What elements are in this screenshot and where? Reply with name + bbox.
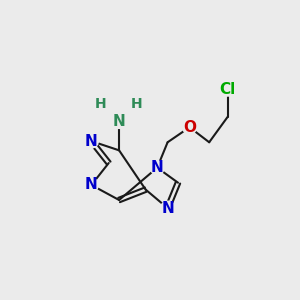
Text: N: N xyxy=(85,178,98,193)
Text: H: H xyxy=(130,97,142,111)
Circle shape xyxy=(183,120,196,134)
Circle shape xyxy=(85,134,98,148)
Text: N: N xyxy=(113,114,125,129)
Circle shape xyxy=(150,161,164,175)
Circle shape xyxy=(130,98,142,110)
Circle shape xyxy=(161,201,175,215)
Text: N: N xyxy=(151,160,164,175)
Circle shape xyxy=(221,82,235,96)
Text: Cl: Cl xyxy=(220,82,236,97)
Text: N: N xyxy=(161,201,174,216)
Text: N: N xyxy=(85,134,98,148)
Text: O: O xyxy=(183,120,196,135)
Circle shape xyxy=(112,115,126,128)
Circle shape xyxy=(95,98,106,110)
Text: H: H xyxy=(95,97,106,111)
Circle shape xyxy=(85,178,98,192)
